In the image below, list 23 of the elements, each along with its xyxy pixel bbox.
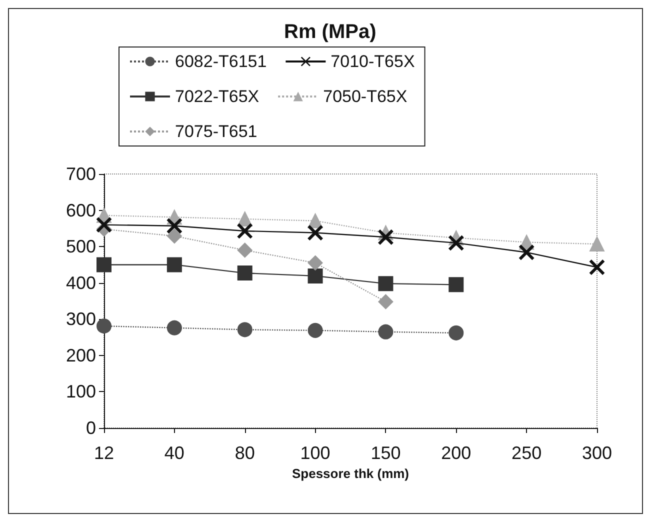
legend-label: 7050-T65X <box>323 87 408 106</box>
y-tick-label: 400 <box>66 272 96 293</box>
x-tick-label: 80 <box>234 443 255 463</box>
legend-label: 6082-T6151 <box>175 52 267 71</box>
y-tick-label: 600 <box>66 200 96 220</box>
x-tick-label: 40 <box>164 443 184 463</box>
y-tick-label: 200 <box>66 345 96 366</box>
legend-label: 7075-T651 <box>175 122 258 141</box>
y-tick-label: 700 <box>66 164 96 184</box>
x-tick-label: 100 <box>300 443 330 463</box>
x-tick-label: 250 <box>512 443 542 463</box>
legend-label: 7010-T65X <box>330 52 415 71</box>
x-axis-title: Spessore thk (mm) <box>292 466 410 481</box>
y-tick-label: 500 <box>66 236 96 257</box>
x-tick-label: 200 <box>441 443 472 463</box>
x-tick-label: 300 <box>582 443 612 463</box>
y-tick-label: 0 <box>86 418 96 438</box>
chart-title: Rm (MPa) <box>284 21 376 43</box>
y-tick-label: 100 <box>66 382 96 402</box>
x-tick-label: 150 <box>370 443 401 463</box>
legend-label: 7022-T65X <box>175 87 260 106</box>
x-tick-label: 12 <box>94 443 114 463</box>
y-tick-label: 300 <box>66 309 96 330</box>
